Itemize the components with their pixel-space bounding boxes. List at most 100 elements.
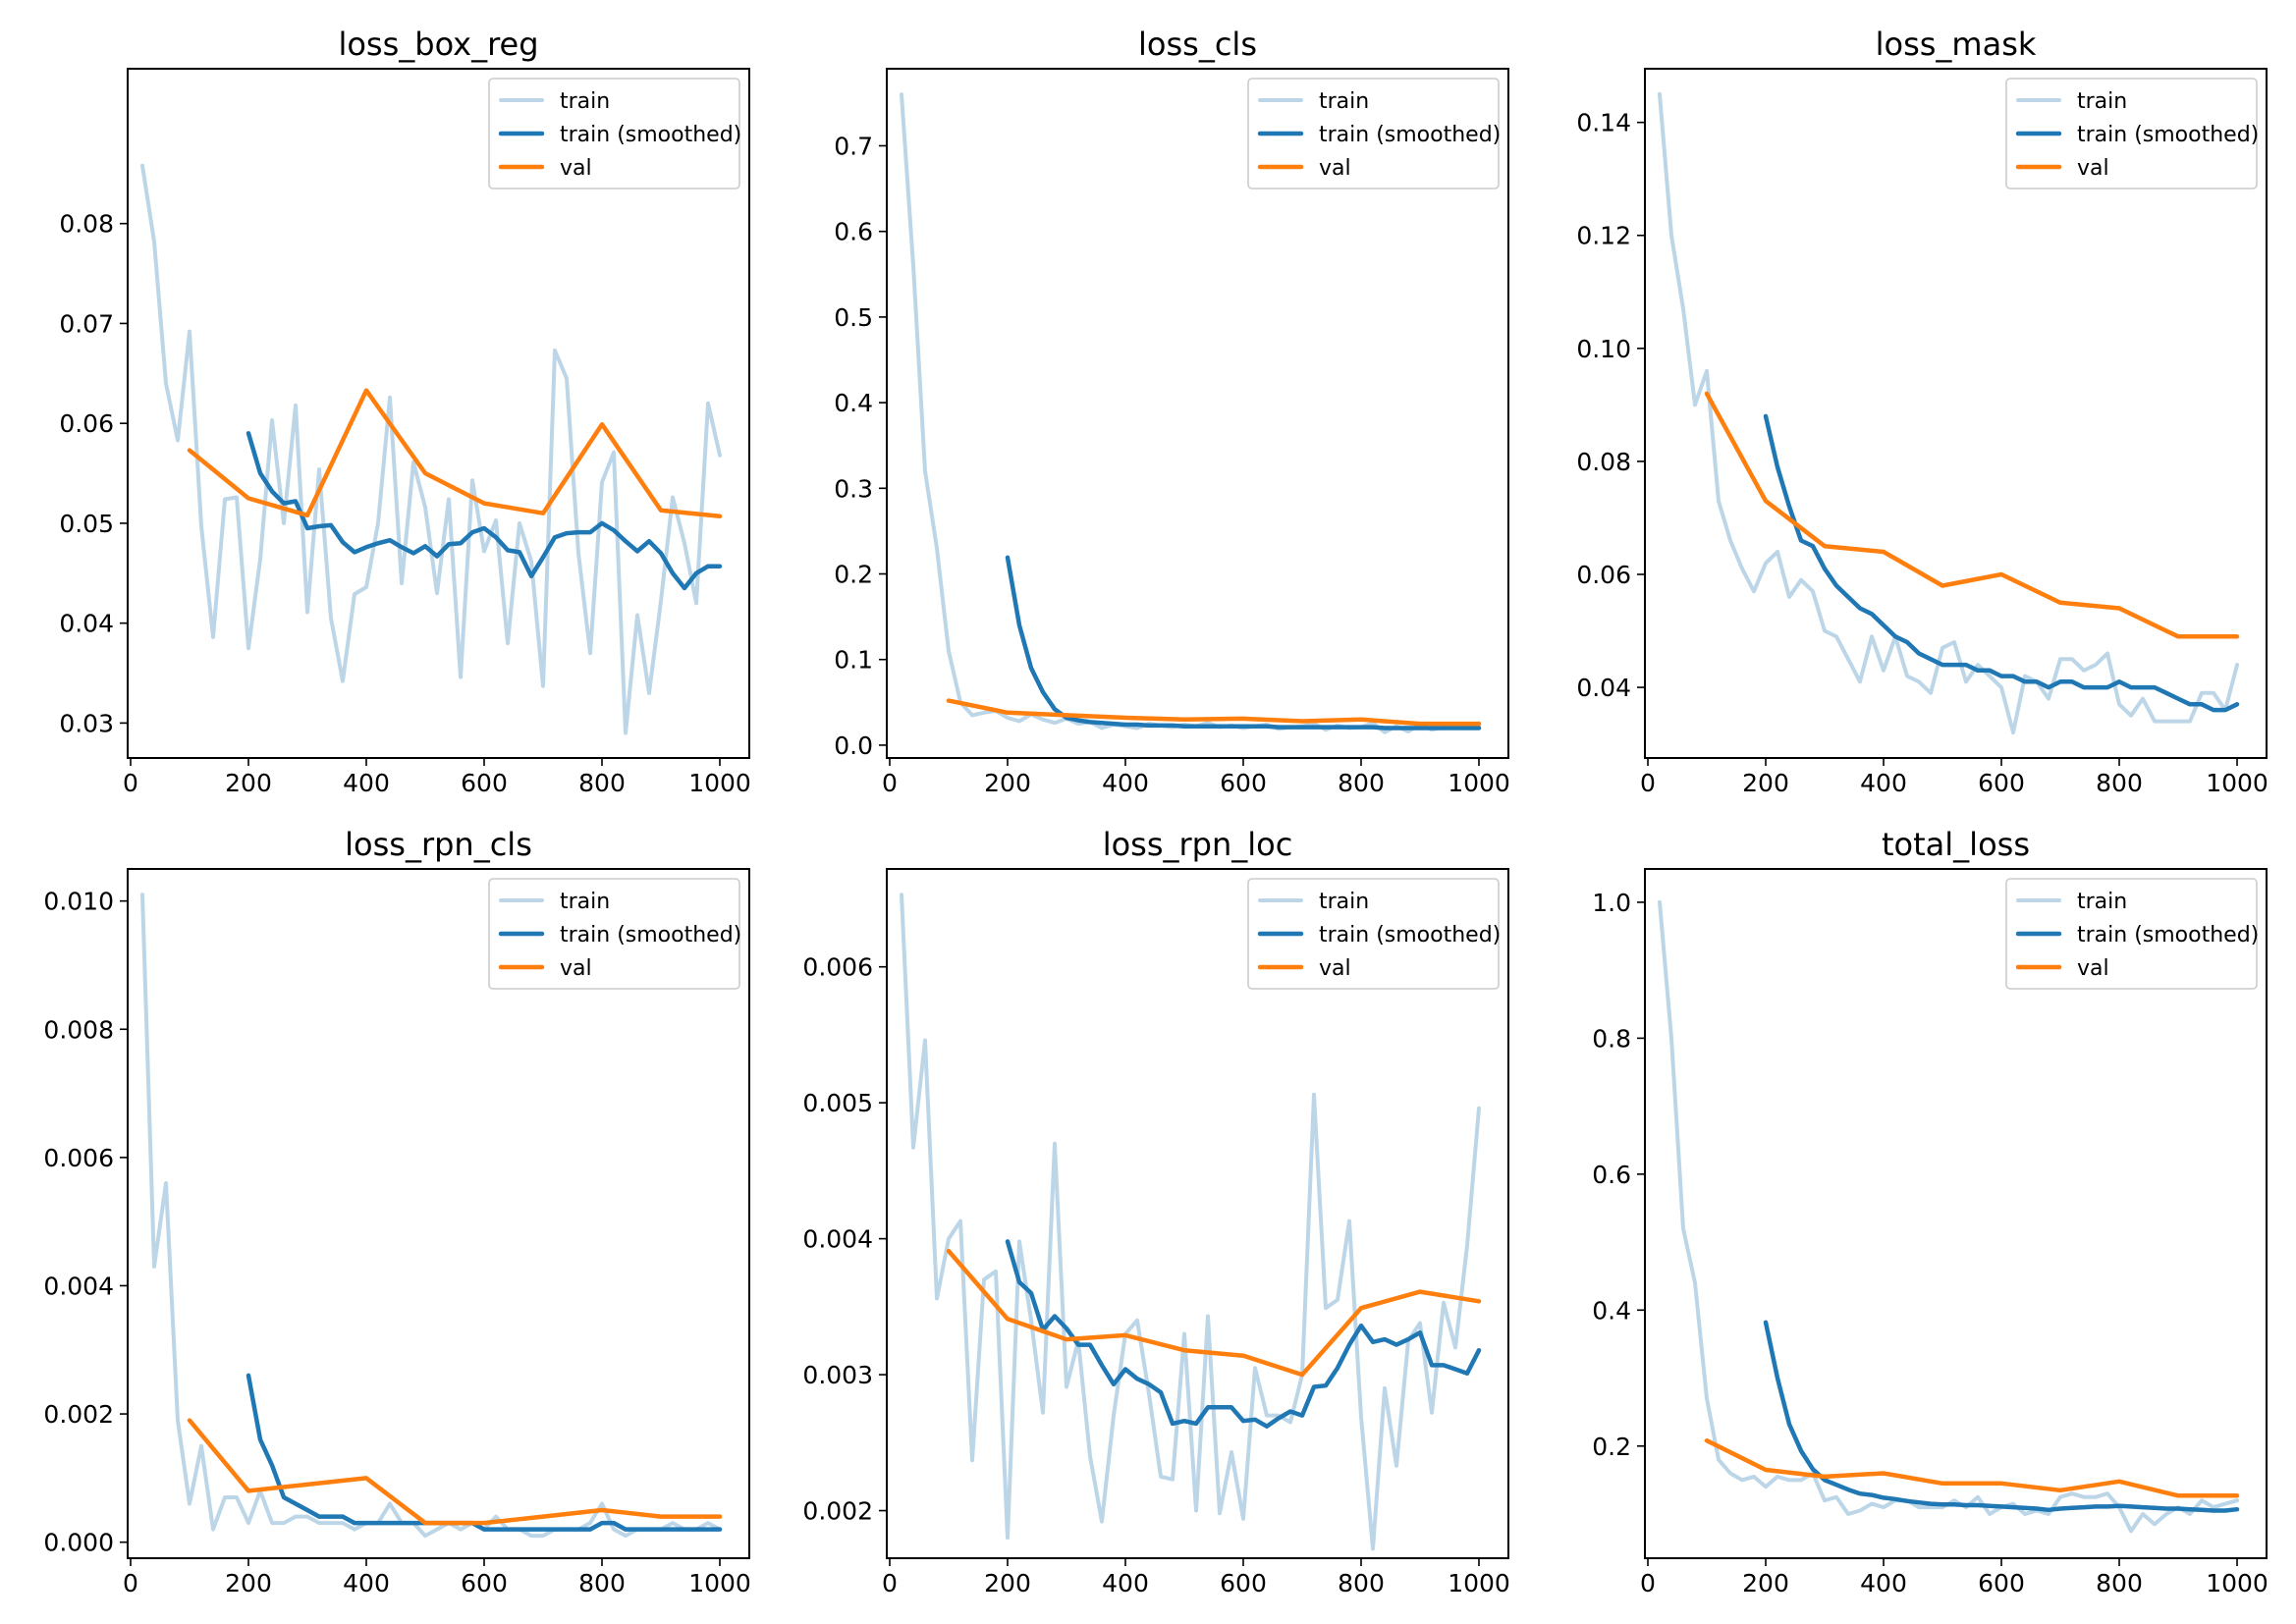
- y-tick-label: 0.04: [1576, 674, 1631, 702]
- y-tick-label: 0.002: [43, 1400, 114, 1429]
- legend-entry: val: [2077, 956, 2109, 981]
- x-tick-label: 1000: [2206, 769, 2269, 797]
- y-tick-label: 0.04: [59, 610, 114, 638]
- y-tick-label: 0.5: [834, 303, 873, 332]
- y-tick-label: 0.010: [43, 888, 114, 916]
- legend-box: [1247, 878, 1500, 990]
- legend-entry: train (smoothed): [1319, 923, 1501, 947]
- x-tick-label: 800: [578, 769, 626, 797]
- legend-entry: val: [1319, 156, 1351, 181]
- x-tick-label: 600: [1978, 769, 2025, 797]
- x-tick-label: 1000: [2206, 1569, 2269, 1597]
- y-tick-label: 0.8: [1592, 1024, 1631, 1053]
- x-tick-label: 200: [225, 769, 272, 797]
- series-line-train: [900, 893, 1481, 1551]
- y-tick-label: 0.08: [59, 210, 114, 239]
- y-tick-label: 0.000: [43, 1529, 114, 1557]
- x-tick-label: 0: [1640, 769, 1656, 797]
- series-line-val: [187, 1418, 723, 1526]
- x-tick-label: 400: [1102, 769, 1149, 797]
- x-tick-label: 800: [1338, 1569, 1385, 1597]
- subplot-total-loss: total_loss 0 200 400 600 800 1000 0.2 0.4 0.6 0.8 1…: [1592, 826, 2269, 1597]
- legend-entry: train: [560, 89, 610, 114]
- y-tick-label: 0.006: [43, 1144, 114, 1172]
- legend: train train (smoothed) val: [1247, 78, 1501, 189]
- legend-entry: train: [560, 890, 610, 914]
- series-line-train-smoothed: [1763, 413, 2240, 713]
- y-tick-label: 0.004: [43, 1272, 114, 1300]
- legend: train train (smoothed) val: [488, 78, 741, 189]
- series-line-train: [1658, 899, 2239, 1534]
- legend-entry: train: [1319, 890, 1369, 914]
- axes-frame: [127, 68, 750, 759]
- y-tick-label: 0.003: [802, 1361, 873, 1389]
- series-line-val: [187, 388, 723, 519]
- axes-frame: [886, 868, 1509, 1559]
- legend-entry: train (smoothed): [2077, 123, 2259, 147]
- y-tick-label: 0.004: [802, 1225, 873, 1254]
- x-tick-label: 400: [343, 769, 390, 797]
- y-tick-label: 0.6: [1592, 1161, 1631, 1189]
- series-line-val: [946, 698, 1482, 727]
- legend-box: [2005, 78, 2258, 189]
- x-tick-label: 200: [984, 769, 1031, 797]
- series-line-train: [1658, 91, 2239, 735]
- y-tick-label: 1.0: [1592, 889, 1631, 917]
- y-tick-label: 0.005: [802, 1089, 873, 1117]
- legend-entry: train (smoothed): [560, 123, 741, 147]
- series-line-train-smoothed: [1763, 1320, 2240, 1513]
- x-tick-label: 400: [1102, 1569, 1149, 1597]
- x-tick-label: 400: [1860, 1569, 1907, 1597]
- series-group: [140, 893, 723, 1539]
- y-tick-label: 0.05: [59, 510, 114, 538]
- y-tick-label: 0.4: [834, 389, 873, 417]
- y-tick-label: 0.03: [59, 709, 114, 737]
- x-tick-label: 600: [461, 1569, 508, 1597]
- y-tick-label: 0.10: [1576, 335, 1631, 363]
- chart-title: loss_rpn_cls: [345, 826, 532, 863]
- x-tick-label: 200: [984, 1569, 1031, 1597]
- chart-title: loss_box_reg: [338, 26, 538, 63]
- series-line-val: [1704, 391, 2240, 639]
- legend-entry: val: [1319, 956, 1351, 981]
- x-tick-label: 200: [1742, 769, 1789, 797]
- x-tick-label: 1000: [1448, 769, 1510, 797]
- legend-entry: train: [2077, 890, 2127, 914]
- legend-entry: train (smoothed): [1319, 123, 1501, 147]
- legend-box: [1247, 78, 1500, 189]
- x-tick-label: 0: [123, 1569, 138, 1597]
- legend-box: [2005, 878, 2258, 990]
- legend-box: [488, 78, 740, 189]
- x-tick-label: 600: [1978, 1569, 2025, 1597]
- chart-title: loss_cls: [1138, 26, 1257, 63]
- x-tick-label: 800: [1338, 769, 1385, 797]
- y-tick-label: 0.7: [834, 132, 873, 160]
- subplot-loss-mask: loss_mask 0 200 400 600 800 1000 0.04 0.06 0.08 0.…: [1576, 26, 2268, 797]
- x-tick-label: 0: [882, 1569, 898, 1597]
- y-tick-label: 0.06: [1576, 561, 1631, 589]
- x-tick-label: 600: [461, 769, 508, 797]
- series-line-train-smoothed: [246, 1373, 723, 1532]
- legend-entry: train (smoothed): [2077, 923, 2259, 947]
- y-tick-label: 0.06: [59, 409, 114, 438]
- x-tick-label: 200: [225, 1569, 272, 1597]
- y-tick-label: 0.2: [834, 561, 873, 589]
- x-tick-label: 200: [1742, 1569, 1789, 1597]
- legend-entry: train (smoothed): [560, 923, 741, 947]
- legend: train train (smoothed) val: [2005, 78, 2259, 189]
- legend-box: [488, 878, 740, 990]
- series-line-val: [946, 1248, 1482, 1378]
- x-tick-label: 400: [1860, 769, 1907, 797]
- series-line-val: [1704, 1437, 2240, 1498]
- series-group: [1658, 899, 2240, 1534]
- x-tick-label: 800: [2096, 1569, 2143, 1597]
- subplot-loss-box-reg: loss_box_reg 0 200 400 600 800 1000 0.03 0.04 0.0…: [59, 26, 750, 797]
- chart-title: total_loss: [1882, 826, 2030, 863]
- subplot-loss-rpn-loc: loss_rpn_loc 0 200 400 600 800 1000 0.002 0.003 0…: [802, 826, 1509, 1597]
- y-tick-label: 0.008: [43, 1015, 114, 1044]
- legend-entry: val: [560, 156, 592, 181]
- x-tick-label: 0: [1640, 1569, 1656, 1597]
- legend-entry: val: [2077, 156, 2109, 181]
- axes-frame: [127, 868, 750, 1559]
